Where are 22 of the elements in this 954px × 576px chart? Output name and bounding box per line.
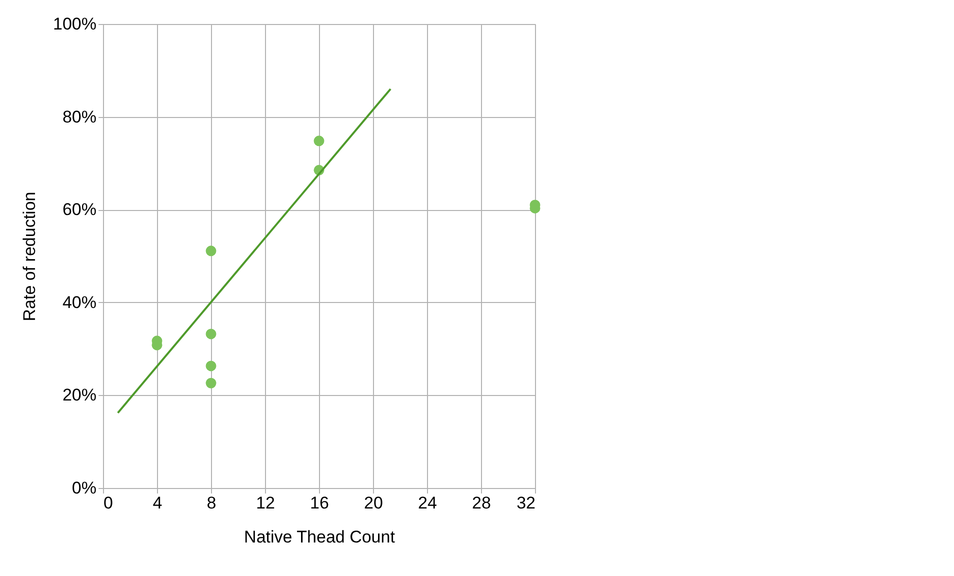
x-tick-label: 24 <box>418 494 437 512</box>
y-axis-title: Rate of reduction <box>20 192 40 322</box>
x-tick-label: 20 <box>364 494 383 512</box>
point <box>206 378 216 388</box>
x-tick-label: 28 <box>472 494 491 512</box>
y-tick-label: 60% <box>62 200 96 220</box>
x-tick-label: 32 <box>516 494 536 512</box>
x-tick-label: 12 <box>256 494 275 512</box>
point <box>206 328 216 340</box>
x-tick-label: 16 <box>310 494 329 512</box>
y-tick-label: 100% <box>53 14 96 34</box>
y-tick-label: 0% <box>72 478 96 498</box>
point <box>206 246 216 256</box>
y-tick-label: 20% <box>62 386 96 405</box>
point <box>314 136 324 146</box>
y-tick-label: 80% <box>62 107 96 126</box>
point <box>206 360 216 372</box>
x-tick-label: 4 <box>152 494 162 512</box>
x-axis-title: Native Thead Count <box>244 528 396 546</box>
x-tick-label: 0 <box>104 494 113 512</box>
y-tick-label: 40% <box>62 292 96 312</box>
x-tick-label: 8 <box>206 494 216 512</box>
